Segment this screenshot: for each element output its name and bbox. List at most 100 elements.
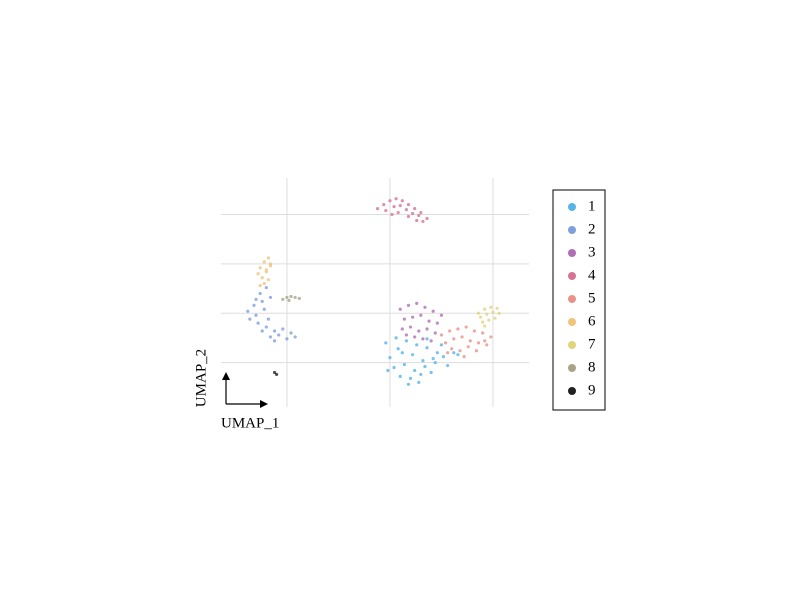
- point: [402, 317, 406, 321]
- point: [392, 365, 396, 370]
- point: [421, 359, 425, 363]
- legend-marker: [568, 341, 576, 349]
- point: [487, 318, 491, 322]
- point: [266, 278, 270, 282]
- point: [415, 343, 419, 347]
- point: [410, 211, 415, 216]
- point: [272, 370, 277, 375]
- legend-marker: [568, 318, 576, 326]
- point: [425, 327, 429, 331]
- point: [272, 339, 277, 343]
- legend-label: 5: [588, 290, 596, 306]
- point: [483, 324, 487, 328]
- x-axis-label: UMAP_1: [221, 415, 279, 431]
- point: [433, 331, 437, 335]
- point: [262, 282, 266, 286]
- point: [410, 315, 415, 319]
- point: [415, 218, 419, 223]
- point: [415, 301, 419, 305]
- legend-marker: [568, 295, 576, 303]
- point: [246, 309, 250, 313]
- point: [406, 303, 411, 307]
- legend-label: 8: [588, 359, 596, 375]
- point: [260, 299, 264, 303]
- point: [410, 353, 415, 357]
- legend-label: 1: [588, 198, 596, 214]
- point: [384, 208, 388, 213]
- point: [402, 362, 406, 367]
- point: [417, 329, 421, 333]
- point: [472, 329, 477, 333]
- point: [474, 349, 479, 353]
- legend-label: 3: [588, 244, 596, 260]
- point: [413, 368, 417, 373]
- point: [252, 303, 256, 307]
- point: [281, 297, 285, 302]
- point: [421, 219, 425, 224]
- point: [264, 285, 268, 290]
- point: [388, 356, 392, 360]
- point: [497, 311, 501, 315]
- point: [485, 343, 489, 347]
- point: [287, 298, 291, 302]
- point: [408, 376, 413, 380]
- point: [404, 207, 409, 212]
- point: [408, 325, 413, 329]
- legend-label: 4: [588, 267, 596, 283]
- point: [468, 339, 472, 343]
- point: [396, 347, 400, 351]
- point: [456, 327, 460, 331]
- legend-marker: [568, 387, 576, 395]
- point: [386, 368, 390, 373]
- point: [483, 339, 487, 343]
- point: [456, 353, 460, 357]
- point: [266, 317, 270, 321]
- point: [262, 307, 266, 311]
- point: [489, 335, 493, 339]
- point: [431, 357, 435, 361]
- point: [248, 317, 252, 321]
- point: [277, 333, 281, 337]
- point: [429, 370, 433, 375]
- point: [462, 355, 466, 359]
- point: [293, 295, 297, 300]
- point: [266, 256, 270, 260]
- point: [466, 345, 470, 349]
- point: [481, 320, 485, 324]
- point: [448, 329, 452, 333]
- point: [417, 213, 421, 218]
- point: [491, 310, 495, 314]
- point: [268, 262, 273, 266]
- point: [429, 339, 433, 343]
- point: [258, 266, 262, 270]
- point: [260, 329, 264, 333]
- point: [285, 337, 289, 341]
- point: [258, 291, 262, 296]
- point: [394, 197, 398, 201]
- point: [439, 343, 444, 347]
- point: [398, 374, 402, 379]
- point: [400, 351, 404, 355]
- legend-label: 7: [588, 336, 596, 352]
- legend-marker: [568, 364, 576, 372]
- point: [404, 339, 409, 343]
- point: [268, 295, 273, 300]
- point: [489, 305, 493, 309]
- point: [256, 321, 260, 325]
- point: [425, 216, 429, 221]
- point: [254, 313, 258, 317]
- point: [398, 204, 402, 208]
- point: [264, 268, 268, 272]
- point: [396, 210, 400, 215]
- point: [289, 294, 293, 299]
- point: [446, 363, 450, 368]
- point: [446, 351, 450, 355]
- point: [419, 372, 423, 377]
- legend-marker: [568, 249, 576, 257]
- point: [485, 312, 489, 316]
- points: [246, 197, 501, 386]
- point: [419, 210, 423, 215]
- point: [264, 325, 268, 329]
- point: [419, 313, 423, 317]
